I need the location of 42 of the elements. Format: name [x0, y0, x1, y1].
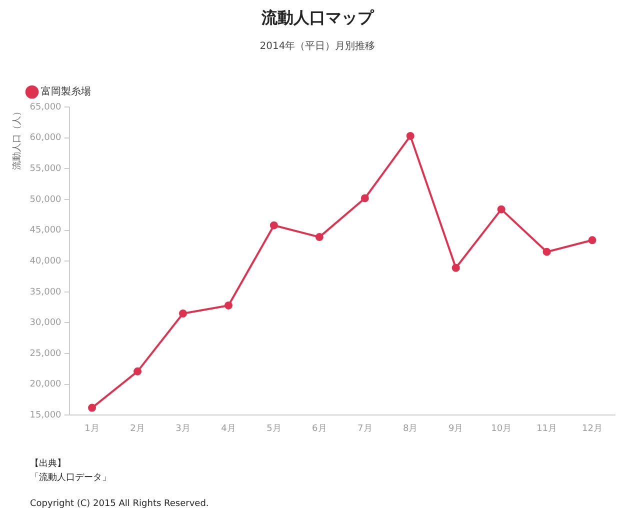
y-tick-label: 60,000 — [30, 133, 62, 144]
x-tick-label: 5月 — [266, 424, 282, 434]
x-tick-label: 1月 — [84, 424, 100, 434]
chart-subtitle: 2014年（平日）月別推移 — [258, 40, 376, 53]
x-tick-label: 12月 — [582, 424, 602, 434]
y-tick-label: 25,000 — [30, 348, 62, 359]
y-axis-title: 流動人口（人） — [12, 107, 23, 170]
point — [270, 221, 278, 230]
x-tick-label: 9月 — [448, 424, 464, 434]
point — [360, 194, 369, 202]
x-tick-label: 8月 — [402, 424, 418, 434]
y-tick-label: 30,000 — [30, 318, 62, 328]
text: 「流動人口データ」 — [30, 472, 112, 485]
y-tick-label: 20,000 — [30, 380, 62, 390]
x-tick-label: 3月 — [176, 424, 190, 434]
chart-title: 流動人口マップ — [260, 8, 376, 29]
x-tick-label: 6月 — [312, 424, 327, 434]
x-tick-label: 11月 — [536, 424, 558, 434]
point — [542, 248, 551, 256]
point — [134, 367, 142, 376]
y-tick-label: 40,000 — [30, 256, 62, 266]
point — [178, 309, 187, 318]
point — [315, 233, 324, 242]
point — [497, 205, 506, 214]
x-tick-label: 10月 — [491, 424, 512, 434]
x-tick-label: 7月 — [358, 424, 372, 434]
point — [406, 132, 414, 140]
y-tick-label: 35,000 — [30, 287, 62, 298]
point — [224, 301, 232, 310]
y-tick-label: 45,000 — [30, 226, 62, 236]
y-tick-label: 65,000 — [30, 102, 62, 112]
legend-label: 富岡製糸場 — [41, 86, 91, 98]
y-tick-label: 50,000 — [30, 194, 62, 205]
point — [452, 264, 460, 272]
point — [88, 404, 96, 412]
x-tick-label: 2月 — [130, 424, 145, 434]
x-tick-label: 4月 — [221, 424, 236, 434]
text: Copyright (C) 2015 All Rights Reserved. — [30, 498, 210, 511]
y-tick-label: 15,000 — [30, 410, 62, 421]
text: 【出典】 — [30, 458, 67, 471]
y-tick-label: 55,000 — [30, 164, 62, 174]
point — [588, 236, 596, 244]
